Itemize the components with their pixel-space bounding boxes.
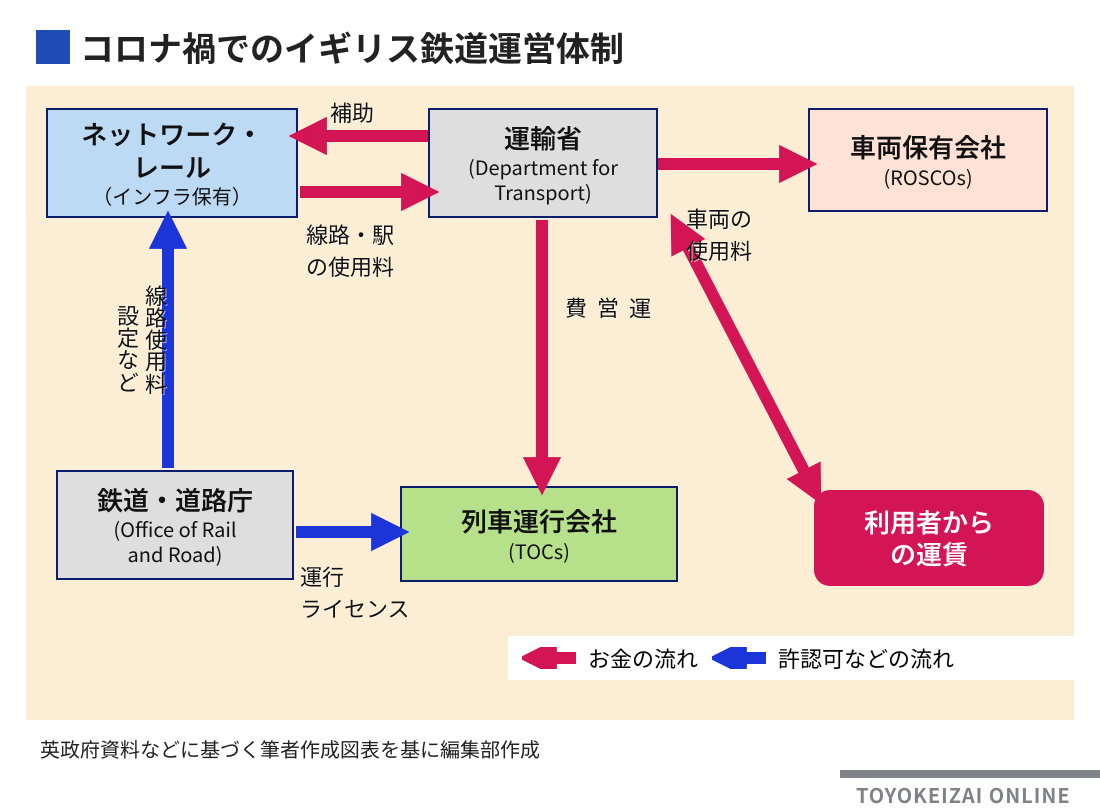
legend-text-0: お金の流れ xyxy=(588,642,698,674)
diagram-stage: コロナ禍でのイギリス鉄道運営体制ネットワーク・ レール（インフラ保有）運輸省(D… xyxy=(0,0,1100,801)
label-v-trackfee: 線路使用料 xyxy=(140,284,172,394)
label-rolling-fee: 車両の 使用料 xyxy=(686,202,752,266)
legend-arrow-icon xyxy=(522,647,580,669)
source-note: 英政府資料などに基づく筆者作成図表を基に編集部作成 xyxy=(40,734,540,763)
legend-arrow-icon xyxy=(712,647,770,669)
legend-item-0: お金の流れ xyxy=(522,642,698,674)
legend: お金の流れ 許認可などの流れ xyxy=(508,636,1088,680)
label-opex: 運 営 費 xyxy=(560,296,656,318)
label-license: 運行 ライセンス xyxy=(300,560,410,624)
legend-text-1: 許認可などの流れ xyxy=(778,642,954,674)
label-track-fee: 線路・駅 の使用料 xyxy=(306,218,394,282)
label-hojo: 補助 xyxy=(330,96,374,128)
arrows-layer xyxy=(0,0,1100,801)
credit-text: TOYOKEIZAI ONLINE xyxy=(856,780,1071,809)
credit-bar xyxy=(840,770,1100,778)
legend-item-1: 許認可などの流れ xyxy=(712,642,954,674)
